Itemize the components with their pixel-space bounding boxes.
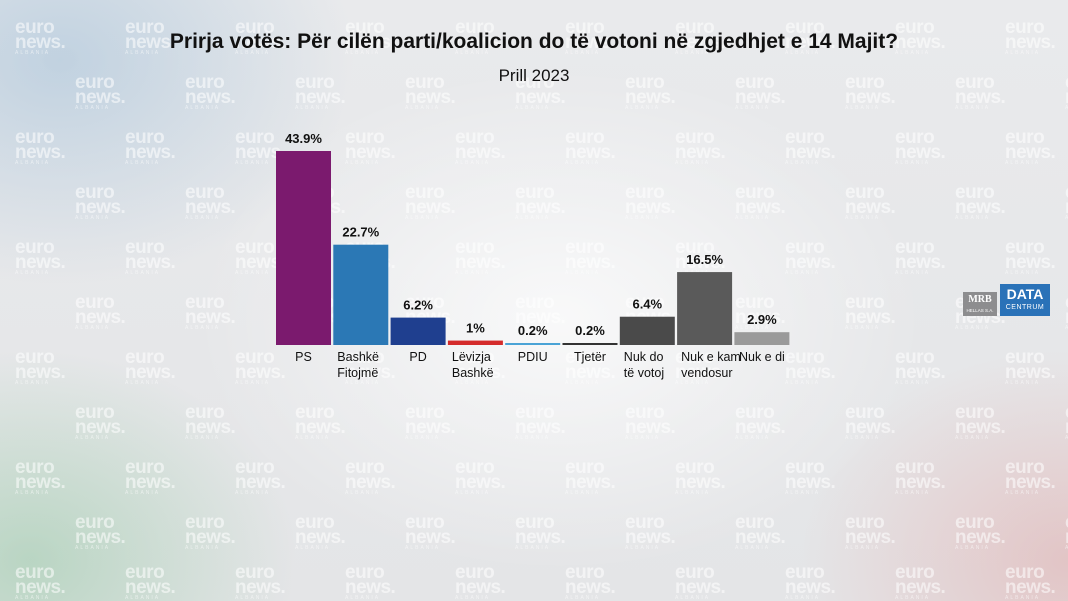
bar-value-label-7: 16.5% <box>686 252 723 267</box>
category-label-line: të votoj <box>624 366 664 380</box>
category-label-0: PS <box>295 350 312 364</box>
category-label-5: Tjetër <box>574 350 606 364</box>
mrb-logo-mark: MRB <box>963 292 997 316</box>
category-label-1: Bashkë Fitojmë <box>337 350 379 380</box>
data-centrum-logo-mark: DATA CENTRUM <box>1000 284 1050 316</box>
chart-title: Prirja votës: Për cilën parti/koalicion … <box>169 30 899 53</box>
bar-value-label-0: 43.9% <box>285 131 322 146</box>
category-label-line: Nuk e kam <box>681 350 741 364</box>
mrb-logo-subtext: HELLAS S.A. <box>966 308 994 313</box>
bar-value-label-2: 6.2% <box>403 298 433 313</box>
bar-value-label-3: 1% <box>466 321 485 336</box>
category-label-line: PD <box>409 350 426 364</box>
bar-4 <box>505 343 561 345</box>
bar-2 <box>390 317 446 345</box>
category-label-6: Nuk do të votoj <box>624 350 664 380</box>
chart-subtitle: Prill 2023 <box>498 66 570 85</box>
category-label-4: PDIU <box>518 350 548 364</box>
mrb-data-centrum-logo: MRB HELLAS S.A. DATA CENTRUM <box>963 284 1051 318</box>
bar-7 <box>677 272 733 345</box>
category-label-3: Lëvizja Bashkë <box>452 350 494 380</box>
bar-value-label-4: 0.2% <box>518 323 548 338</box>
category-label-line: vendosur <box>681 366 732 380</box>
data-logo-text: DATA <box>1006 286 1044 302</box>
category-label-8: Nuk e di <box>739 350 785 364</box>
bar-1 <box>333 244 389 345</box>
bar-value-label-8: 2.9% <box>747 312 777 327</box>
category-label-2: PD <box>409 350 426 364</box>
category-label-line: Bashkë <box>337 350 379 364</box>
bar-6 <box>619 316 675 345</box>
centrum-logo-text: CENTRUM <box>1005 304 1045 311</box>
bar-0 <box>276 151 331 345</box>
category-label-line: Lëvizja <box>452 350 491 364</box>
bar-value-label-1: 22.7% <box>342 225 379 240</box>
bar-value-label-6: 6.4% <box>632 297 662 312</box>
bar-value-label-5: 0.2% <box>575 323 605 338</box>
category-label-line: Nuk do <box>624 350 664 364</box>
bar-8 <box>734 332 790 345</box>
category-label-line: Fitojmë <box>337 366 378 380</box>
bar-3 <box>447 340 503 345</box>
category-label-line: Nuk e di <box>739 350 785 364</box>
bar-5 <box>562 343 618 345</box>
category-label-line: Bashkë <box>452 366 494 380</box>
category-label-line: PDIU <box>518 350 548 364</box>
category-label-line: PS <box>295 350 312 364</box>
category-label-7: Nuk e kam vendosur <box>681 350 741 380</box>
category-label-line: Tjetër <box>574 350 606 364</box>
